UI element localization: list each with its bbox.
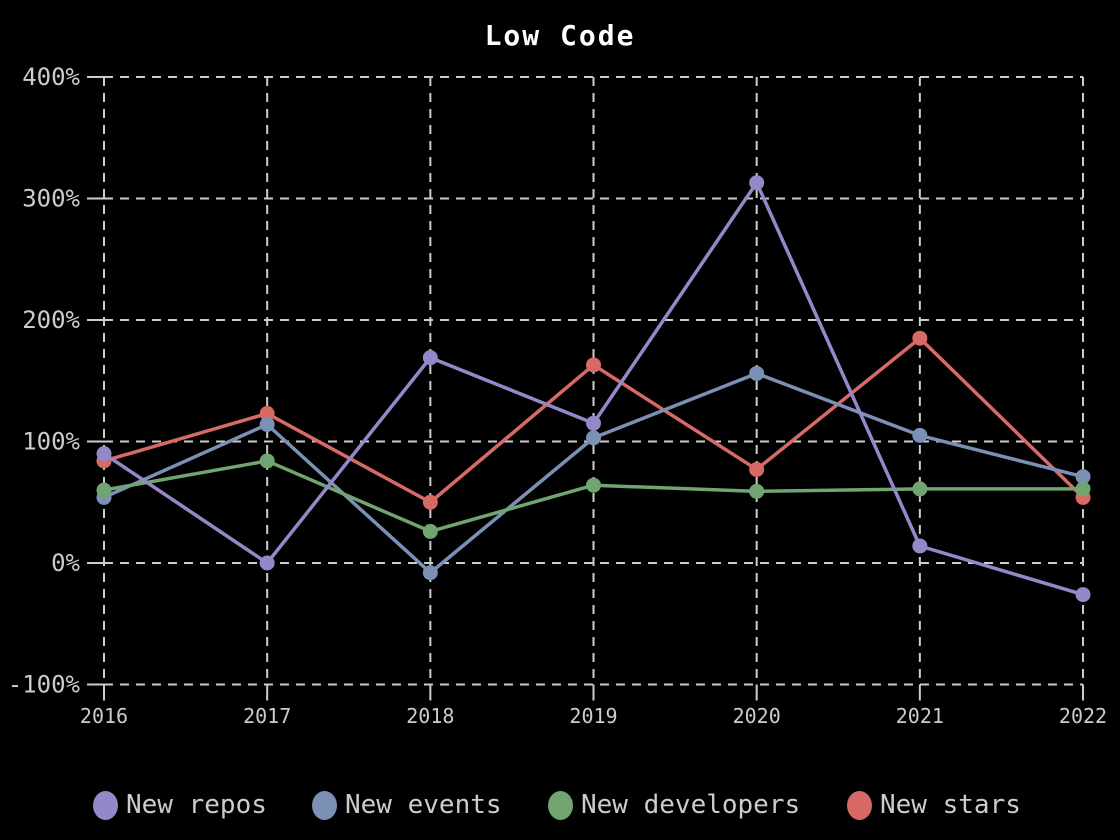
- chart-title: Low Code: [484, 19, 636, 52]
- y-tick-label: 0%: [51, 549, 80, 577]
- legend-label-new-events: New events: [345, 790, 502, 820]
- x-tick-label: 2018: [406, 704, 454, 728]
- x-tick-label: 2019: [569, 704, 617, 728]
- data-point-new-stars-2017: [259, 406, 275, 422]
- data-point-new-developers-2021: [912, 481, 928, 497]
- y-tick-label: 400%: [22, 63, 80, 91]
- data-point-new-repos-2020: [749, 175, 765, 191]
- x-tick-label: 2020: [733, 704, 781, 728]
- data-point-new-developers-2018: [422, 523, 438, 539]
- legend: New repos New events New developers New …: [0, 787, 1120, 827]
- legend-item-new-stars: New stars: [847, 787, 1021, 823]
- data-point-new-stars-2019: [586, 357, 602, 373]
- y-tick-label: 200%: [22, 306, 80, 334]
- legend-item-new-developers: New developers: [548, 787, 800, 823]
- legend-marker-new-developers-icon: [548, 790, 573, 820]
- data-point-new-events-2019: [586, 430, 602, 446]
- grid: [87, 76, 1085, 701]
- data-point-new-repos-2022: [1075, 587, 1091, 603]
- y-tick-label: 100%: [22, 428, 80, 456]
- data-point-new-repos-2019: [586, 415, 602, 431]
- data-point-new-events-2020: [749, 365, 765, 381]
- data-point-new-repos-2016: [96, 446, 112, 462]
- x-tick-label: 2016: [80, 704, 128, 728]
- x-tick-label: 2017: [243, 704, 291, 728]
- data-point-new-developers-2019: [586, 477, 602, 493]
- data-point-new-repos-2017: [259, 555, 275, 571]
- y-tick-label: -100%: [8, 671, 81, 699]
- legend-marker-new-repos-icon: [93, 790, 118, 820]
- x-tick-label: 2022: [1059, 704, 1107, 728]
- data-point-new-events-2018: [422, 565, 438, 581]
- legend-label-new-stars: New stars: [880, 790, 1021, 820]
- data-point-new-developers-2017: [259, 453, 275, 469]
- data-point-new-repos-2021: [912, 538, 928, 554]
- chart-canvas: 400% 300% 200% 100% 0% -100% 2016 2017 2018 2019 2…: [8, 63, 1107, 728]
- legend-item-new-events: New events: [312, 787, 502, 823]
- data-point-new-events-2017: [259, 416, 275, 432]
- y-tick-label: 300%: [22, 185, 80, 213]
- data-point-new-stars-2018: [422, 494, 438, 510]
- data-point-new-developers-2020: [749, 483, 765, 499]
- data-point-new-developers-2016: [96, 482, 112, 498]
- data-point-new-events-2021: [912, 427, 928, 443]
- data-point-new-stars-2021: [912, 330, 928, 346]
- legend-marker-new-events-icon: [312, 790, 337, 820]
- data-point-new-stars-2020: [749, 461, 765, 477]
- data-point-new-events-2022: [1075, 469, 1091, 485]
- legend-label-new-repos: New repos: [126, 790, 267, 820]
- data-point-new-developers-2022: [1075, 481, 1091, 497]
- legend-item-new-repos: New repos: [93, 787, 267, 823]
- legend-label-new-developers: New developers: [581, 790, 801, 820]
- legend-marker-new-stars-icon: [847, 790, 872, 820]
- data-point-new-repos-2018: [422, 350, 438, 366]
- x-tick-label: 2021: [896, 704, 944, 728]
